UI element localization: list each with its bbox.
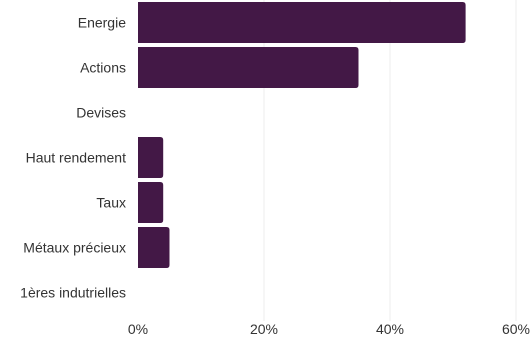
bars (138, 2, 466, 268)
category-label: Energie (78, 15, 126, 31)
bar (138, 137, 164, 178)
x-tick-label: 0% (128, 321, 148, 337)
bar (138, 2, 466, 43)
category-label: Haut rendement (26, 150, 127, 166)
x-tick-label: 40% (376, 321, 404, 337)
x-axis-tick-labels: 0% 20% 40% 60% (128, 321, 530, 337)
bar (138, 182, 164, 223)
category-label: Métaux précieux (23, 240, 126, 256)
category-label: 1ères indutrielles (20, 285, 126, 301)
category-label: Actions (80, 60, 126, 76)
x-tick-label: 20% (250, 321, 278, 337)
bar (138, 227, 170, 268)
x-tick-label: 60% (502, 321, 530, 337)
category-label: Taux (96, 195, 126, 211)
category-label: Devises (76, 105, 126, 121)
category-labels: Energie Actions Devises Haut rendement Taux M… (20, 15, 126, 301)
bar (138, 47, 359, 88)
